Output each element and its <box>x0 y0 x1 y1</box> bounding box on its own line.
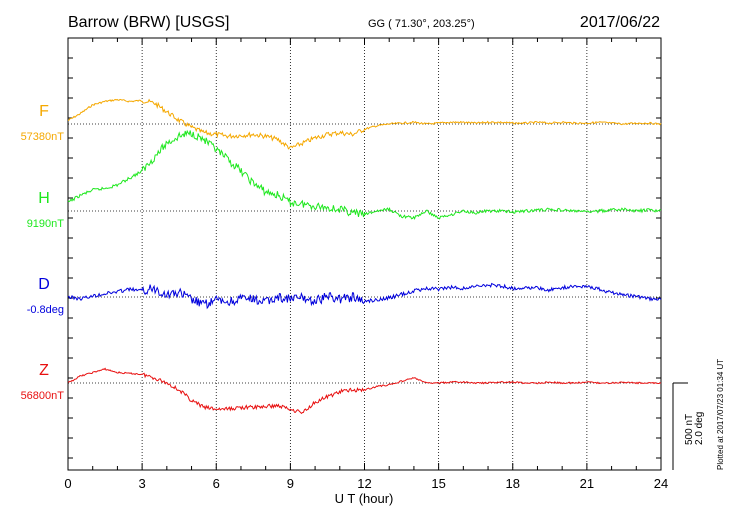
x-tick-label-6: 6 <box>213 476 220 491</box>
x-tick-label-21: 21 <box>580 476 594 491</box>
date-label: 2017/06/22 <box>580 14 660 31</box>
component-label-d: D <box>38 276 50 293</box>
x-tick-labels: 0 3 6 9 12 15 18 21 24 <box>64 476 668 491</box>
x-tick-label-9: 9 <box>287 476 294 491</box>
series-labels: F 57380nT H 9190nT D -0.8deg Z 56800nT <box>21 103 65 402</box>
series-line-f <box>67 98 662 150</box>
scale-deg-label: 2.0 deg <box>694 412 705 445</box>
component-label-z: Z <box>39 362 49 379</box>
baseline-value-h: 9190nT <box>27 218 65 230</box>
x-tick-label-3: 3 <box>139 476 146 491</box>
series-line-z <box>67 367 662 415</box>
x-tick-label-12: 12 <box>357 476 371 491</box>
x-tick-label-24: 24 <box>654 476 668 491</box>
grid <box>141 38 588 470</box>
baseline-value-z: 56800nT <box>21 390 65 402</box>
series-line-d <box>67 282 662 310</box>
station-title: Barrow (BRW) [USGS] <box>68 14 230 31</box>
baseline-value-f: 57380nT <box>21 131 65 143</box>
x-tick-label-15: 15 <box>431 476 445 491</box>
x-tick-label-18: 18 <box>506 476 520 491</box>
component-label-f: F <box>39 103 49 120</box>
scale-bar: 500 nT 2.0 deg <box>672 382 705 470</box>
x-tick-label-0: 0 <box>64 476 71 491</box>
series-lines <box>67 98 662 415</box>
plotted-at-label: Plotted at 2017/07/23 01:34 UT <box>716 359 725 470</box>
baseline-value-d: -0.8deg <box>27 304 64 316</box>
x-axis-label: U T (hour) <box>335 491 394 506</box>
series-line-h <box>67 129 662 220</box>
scale-nt-label: 500 nT <box>684 414 695 445</box>
coordinates-label: GG ( 71.30°, 203.25°) <box>368 18 475 30</box>
component-label-h: H <box>38 190 50 207</box>
axis-ticks <box>67 38 662 470</box>
